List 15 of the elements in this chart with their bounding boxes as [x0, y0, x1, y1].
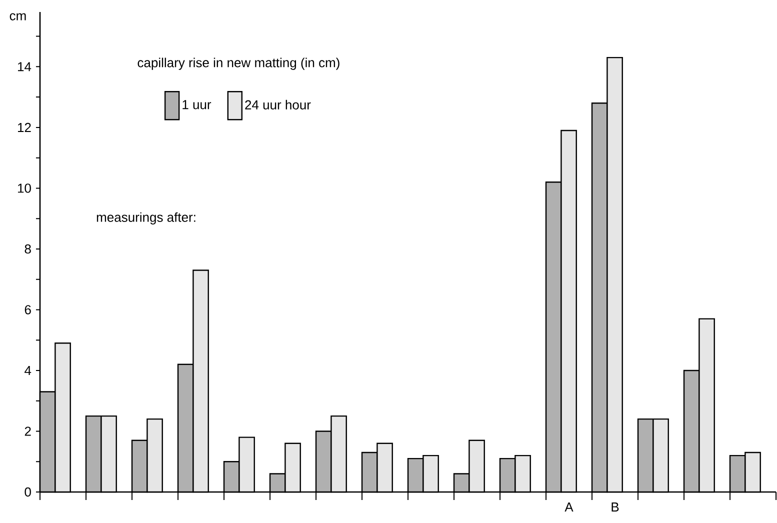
legend-label: 1 uur: [182, 100, 212, 110]
annotation: measurings after:: [96, 212, 196, 224]
y-tick-label: 6: [24, 305, 31, 314]
y-tick-label: 8: [24, 244, 31, 254]
y-axis-title: cm: [10, 13, 26, 20]
x-tick-label: A: [564, 502, 574, 512]
y-tick-label: 12: [18, 122, 31, 132]
y-tick-label: 0: [24, 487, 31, 497]
legend-label: 24 uur hour: [245, 100, 311, 110]
y-tick-label: 10: [18, 184, 31, 193]
legend-title: capillary rise in new matting (in cm): [138, 58, 340, 70]
y-tick-label: 2: [24, 426, 31, 436]
x-tick-label: B: [612, 502, 619, 512]
y-tick-label: 14: [18, 62, 32, 72]
y-tick-label: 4: [24, 366, 32, 375]
